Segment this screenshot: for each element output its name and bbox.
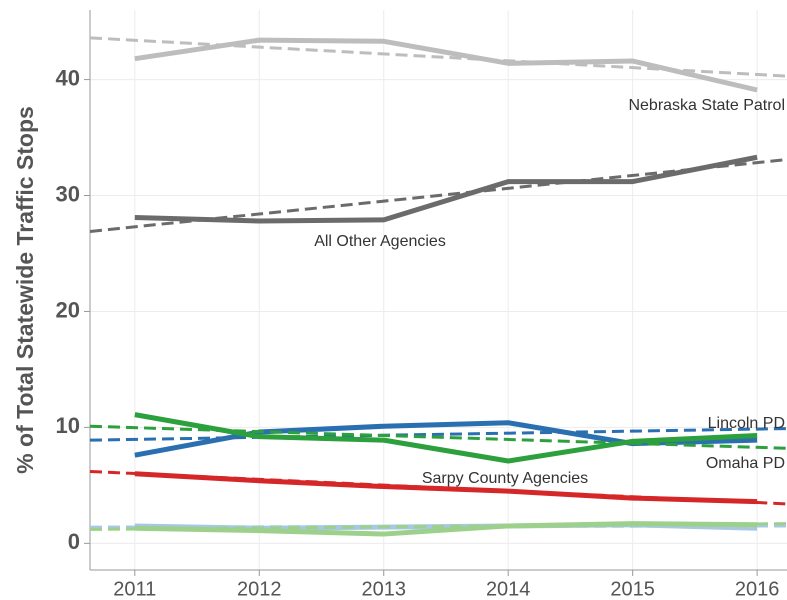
series-line (134, 37, 758, 93)
series-line (134, 412, 758, 464)
series-line (134, 154, 758, 224)
trend-line (89, 427, 787, 442)
series-label: Omaha PD (706, 455, 785, 472)
series-label: Sarpy County Agencies (422, 470, 588, 487)
y-tick-label: 30 (56, 181, 80, 206)
series-label: Lincoln PD (708, 415, 785, 432)
series-line (134, 471, 758, 505)
x-tick-label: 2012 (237, 578, 282, 600)
x-tick-label: 2016 (735, 578, 780, 600)
y-tick-label: 10 (56, 413, 80, 438)
x-tick-label: 2011 (113, 578, 156, 600)
y-tick-label: 40 (56, 65, 80, 90)
x-tick-label: 2013 (361, 578, 406, 600)
y-tick-label: 20 (56, 297, 80, 322)
series-line (134, 521, 758, 537)
y-axis-label: % of Total Statewide Traffic Stops (12, 106, 38, 474)
series-label: All Other Agencies (314, 233, 446, 250)
x-tick-label: 2015 (610, 578, 655, 600)
trend-line (89, 424, 787, 450)
y-tick-label: 0 (68, 529, 80, 554)
x-tick-label: 2014 (486, 578, 531, 600)
series-label: Nebraska State Patrol (628, 97, 785, 114)
